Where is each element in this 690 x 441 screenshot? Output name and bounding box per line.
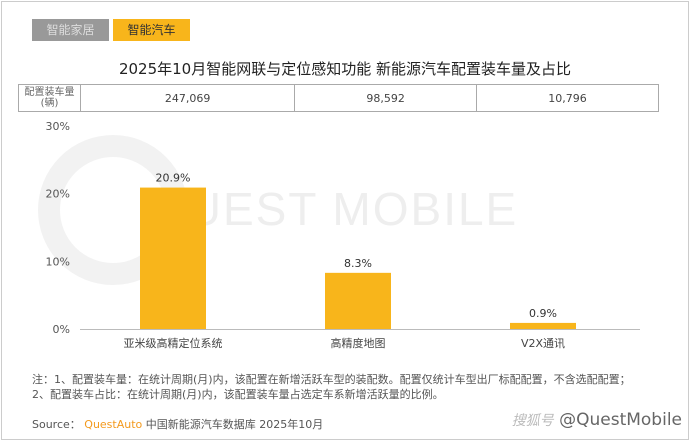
data-label: 8.3%: [344, 257, 372, 270]
brand-mark: 搜狐号 @QuestMobile: [512, 410, 682, 430]
bar: [325, 272, 391, 329]
bar: [140, 187, 206, 329]
x-tick-label: V2X通讯: [521, 337, 565, 350]
tab-smart-car[interactable]: 智能汽车: [113, 19, 190, 41]
header-line2: (辆): [40, 98, 59, 109]
notes: 注：1、配置装车量：在统计周期(月)内，该配置在新增活跃车型的装配数。配置仅统计…: [32, 372, 631, 402]
y-tick-label: 30%: [46, 120, 70, 133]
y-tick-label: 0%: [53, 323, 70, 336]
source-text: 中国新能源汽车数据库 2025年10月: [145, 418, 324, 431]
tab-smart-home[interactable]: 智能家居: [32, 19, 109, 41]
table-cell: 247,069: [79, 84, 296, 112]
note-2: 2、配置装车占比：在统计周期(月)内，该配置装车量占选定车系新增活跃量的比例。: [32, 388, 444, 401]
brand-zh: 搜狐号: [511, 413, 554, 429]
watermark: QUEST MOBILE: [150, 183, 519, 235]
table-cell: 98,592: [294, 84, 478, 112]
y-tick-label: 20%: [46, 188, 70, 201]
x-tick-label: 高精度地图: [331, 336, 386, 350]
y-tick-label: 10%: [46, 255, 70, 268]
source-brand: QuestAuto: [84, 418, 143, 431]
data-label: 20.9%: [156, 172, 191, 185]
source: Source： QuestAuto 中国新能源汽车数据库 2025年10月: [32, 416, 323, 432]
data-label: 0.9%: [529, 307, 557, 320]
brand-handle: @QuestMobile: [559, 410, 682, 430]
header-line1: 配置装车量: [24, 87, 75, 98]
table-cell: 10,796: [476, 84, 659, 112]
x-tick-label: 亚米级高精定位系统: [124, 336, 223, 350]
bar: [510, 322, 576, 329]
source-label: Source：: [32, 418, 81, 431]
chart-title: 2025年10月智能网联与定位感知功能 新能源汽车配置装车量及占比: [118, 60, 572, 78]
volume-table: 配置装车量 (辆) 247,069 98,592 10,796: [18, 84, 659, 112]
note-1: 注：1、配置装车量：在统计周期(月)内，该配置在新增活跃车型的装配数。配置仅统计…: [32, 373, 631, 386]
